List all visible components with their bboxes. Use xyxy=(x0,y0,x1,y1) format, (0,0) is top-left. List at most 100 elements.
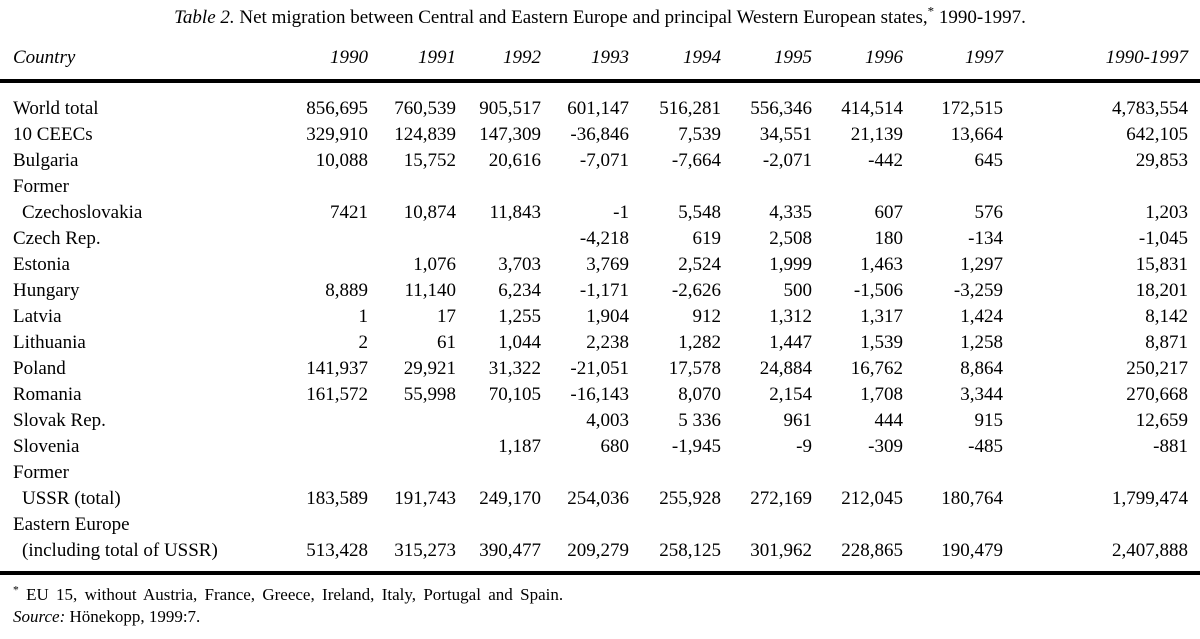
cell xyxy=(903,512,1003,538)
cell: 607 xyxy=(874,202,904,223)
cell xyxy=(812,460,903,486)
cell: 1,282 xyxy=(678,332,721,353)
cell xyxy=(368,460,456,486)
table-row: Czech Rep. -4,218 619 2,508 180 -134 -1,045 xyxy=(0,226,1200,252)
column-header-1991: 1991 xyxy=(368,46,456,83)
cell xyxy=(721,460,812,486)
table-row: Estonia 1,076 3,703 3,769 2,524 1,999 1,463 1,2… xyxy=(0,252,1200,278)
row-label: World total xyxy=(13,98,99,119)
table-row: Poland 141,937 29,921 31,322 -21,051 17,578 24… xyxy=(0,356,1200,382)
cell xyxy=(368,226,456,252)
cell: 645 xyxy=(974,150,1004,171)
cell: 272,169 xyxy=(750,488,812,509)
column-header-1995: 1995 xyxy=(721,46,812,83)
cell xyxy=(250,174,368,200)
table-row: 10 CEECs 329,910 124,839 147,309 -36,846 7,53… xyxy=(0,122,1200,148)
row-label: 10 CEECs xyxy=(13,124,93,145)
cell: -309 xyxy=(868,436,903,457)
row-label: Former xyxy=(13,462,69,483)
cell: 1,424 xyxy=(960,306,1003,327)
cell: 21,139 xyxy=(850,124,903,145)
cell: 249,170 xyxy=(479,488,541,509)
table-row: Eastern Europe xyxy=(0,512,1200,538)
row-label: Estonia xyxy=(13,254,70,275)
cell: 961 xyxy=(783,410,813,431)
cell: -36,846 xyxy=(570,124,629,145)
cell: 1,463 xyxy=(860,254,903,275)
table-row: Latvia 1 17 1,255 1,904 912 1,312 1,317 1,424 8,1… xyxy=(0,304,1200,330)
cell: -1,945 xyxy=(671,436,721,457)
cell xyxy=(456,512,541,538)
cell: 1,317 xyxy=(860,306,903,327)
cell: 10,088 xyxy=(315,150,368,171)
cell: 8,864 xyxy=(960,358,1003,379)
cell xyxy=(1003,174,1200,200)
cell: -7,071 xyxy=(579,150,629,171)
cell: 70,105 xyxy=(488,384,541,405)
cell: 124,839 xyxy=(394,124,456,145)
table-row: Former xyxy=(0,460,1200,486)
row-label: Poland xyxy=(13,358,66,379)
cell: 258,125 xyxy=(659,540,721,561)
cell xyxy=(903,174,1003,200)
cell xyxy=(1003,512,1200,538)
cell: -485 xyxy=(968,436,1003,457)
cell: 255,928 xyxy=(659,488,721,509)
cell: 500 xyxy=(783,280,813,301)
cell: 15,831 xyxy=(1135,254,1188,275)
cell: 228,865 xyxy=(841,540,903,561)
cell: -1,045 xyxy=(1138,228,1188,249)
footnotes: * EU 15, without Austria, France, Greece… xyxy=(0,584,1200,628)
cell: 912 xyxy=(692,306,722,327)
cell: 209,279 xyxy=(567,540,629,561)
cell: 1,999 xyxy=(769,254,812,275)
cell: 6,234 xyxy=(498,280,541,301)
cell: 24,884 xyxy=(759,358,812,379)
row-label: Slovak Rep. xyxy=(13,410,106,431)
cell: 915 xyxy=(974,410,1004,431)
cell: -442 xyxy=(868,150,903,171)
cell xyxy=(250,512,368,538)
cell: 2,508 xyxy=(769,228,812,249)
caption-text: Net migration between Central and Easter… xyxy=(234,7,928,28)
caption-years: 1990-1997. xyxy=(934,7,1026,28)
cell: 4,003 xyxy=(586,410,629,431)
table-row: Slovenia 1,187 680 -1,945 -9 -309 -485 -881 xyxy=(0,434,1200,460)
row-label: Latvia xyxy=(13,306,62,327)
cell: 4,335 xyxy=(769,202,812,223)
cell: -881 xyxy=(1153,436,1188,457)
cell: -2,626 xyxy=(671,280,721,301)
cell: -1 xyxy=(613,202,629,223)
row-label: Czechoslovakia xyxy=(22,202,143,223)
cell: 1,076 xyxy=(413,254,456,275)
row-label: Lithuania xyxy=(13,332,86,353)
table-row: (including total of USSR) 513,428 315,273 3… xyxy=(0,538,1200,573)
cell xyxy=(629,174,721,200)
cell: 1,203 xyxy=(1145,202,1188,223)
cell: 180 xyxy=(874,228,904,249)
cell: 55,998 xyxy=(403,384,456,405)
cell: 516,281 xyxy=(659,98,721,119)
cell: 1,904 xyxy=(586,306,629,327)
cell: 254,036 xyxy=(567,488,629,509)
cell xyxy=(250,408,368,434)
table-row: Czechoslovakia 7421 10,874 11,843 -1 5,548 4,3… xyxy=(0,200,1200,226)
cell: 619 xyxy=(692,228,722,249)
asterisk-icon: * xyxy=(13,583,19,597)
cell: 11,843 xyxy=(489,202,541,223)
cell: 1,187 xyxy=(498,436,541,457)
cell: -1,171 xyxy=(579,280,629,301)
cell: 1,312 xyxy=(769,306,812,327)
table-row: Bulgaria 10,088 15,752 20,616 -7,071 -7,664 -2… xyxy=(0,148,1200,174)
column-header-1996: 1996 xyxy=(812,46,903,83)
cell: 270,668 xyxy=(1126,384,1188,405)
cell xyxy=(250,226,368,252)
cell: 2 xyxy=(358,332,369,353)
cell: 11,140 xyxy=(404,280,456,301)
cell: 390,477 xyxy=(479,540,541,561)
row-label: Czech Rep. xyxy=(13,228,101,249)
table-row: Romania 161,572 55,998 70,105 -16,143 8,070 2,… xyxy=(0,382,1200,408)
cell: 556,346 xyxy=(750,98,812,119)
cell: 190,479 xyxy=(941,540,1003,561)
cell: 141,937 xyxy=(306,358,368,379)
